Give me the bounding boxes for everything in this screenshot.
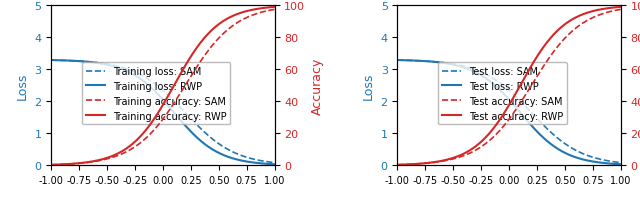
Y-axis label: Accuracy: Accuracy bbox=[311, 57, 324, 114]
Y-axis label: Loss: Loss bbox=[362, 72, 375, 99]
Legend: Training loss: SAM, Training loss: RWP, Training accuracy: SAM, Training accurac: Training loss: SAM, Training loss: RWP, … bbox=[82, 63, 230, 125]
Legend: Test loss: SAM, Test loss: RWP, Test accuracy: SAM, Test accuracy: RWP: Test loss: SAM, Test loss: RWP, Test acc… bbox=[438, 63, 567, 125]
Y-axis label: Loss: Loss bbox=[16, 72, 29, 99]
